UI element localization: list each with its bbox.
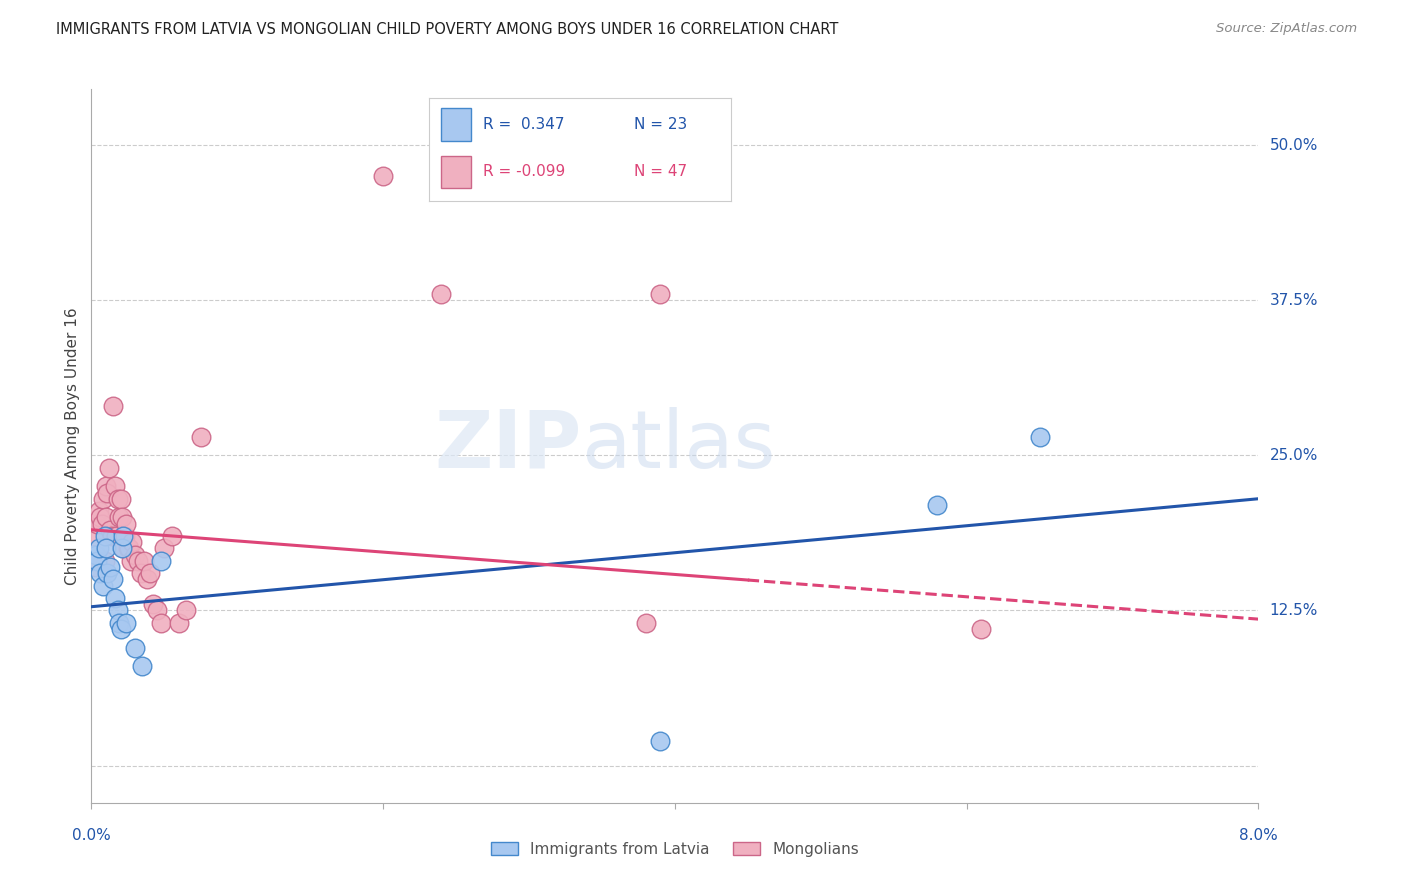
- Point: [117, 541, 139, 556]
- Point: [927, 498, 949, 512]
- Text: 37.5%: 37.5%: [1270, 293, 1317, 308]
- Legend: Immigrants from Latvia, Mongolians: Immigrants from Latvia, Mongolians: [485, 836, 865, 863]
- Point: [108, 615, 131, 630]
- Point: [103, 573, 125, 587]
- Point: [110, 491, 132, 506]
- Point: [89, 566, 111, 581]
- Point: [98, 523, 121, 537]
- Point: [138, 566, 162, 581]
- Point: [1028, 430, 1050, 444]
- Point: [97, 460, 120, 475]
- Point: [112, 529, 135, 543]
- Text: R =  0.347: R = 0.347: [484, 117, 565, 132]
- Y-axis label: Child Poverty Among Boys Under 16: Child Poverty Among Boys Under 16: [65, 307, 80, 585]
- Point: [93, 529, 115, 543]
- Point: [118, 541, 141, 556]
- Point: [650, 733, 672, 747]
- Point: [98, 560, 121, 574]
- Point: [124, 640, 146, 655]
- Point: [131, 659, 153, 673]
- Point: [104, 591, 127, 605]
- Point: [94, 479, 117, 493]
- Point: [91, 491, 114, 506]
- Point: [84, 548, 107, 562]
- Point: [115, 615, 138, 630]
- Point: [91, 579, 114, 593]
- Point: [167, 615, 190, 630]
- Point: [146, 603, 169, 617]
- Point: [87, 504, 110, 518]
- Point: [127, 554, 149, 568]
- Point: [111, 541, 134, 556]
- Point: [86, 554, 108, 568]
- Point: [105, 529, 128, 543]
- Point: [124, 548, 146, 562]
- Text: 12.5%: 12.5%: [1270, 603, 1317, 618]
- Point: [101, 529, 124, 543]
- Point: [190, 430, 212, 444]
- Point: [114, 529, 136, 543]
- Point: [103, 399, 125, 413]
- Text: IMMIGRANTS FROM LATVIA VS MONGOLIAN CHILD POVERTY AMONG BOYS UNDER 16 CORRELATIO: IMMIGRANTS FROM LATVIA VS MONGOLIAN CHIL…: [56, 22, 838, 37]
- Point: [107, 491, 129, 506]
- Point: [104, 479, 127, 493]
- Point: [174, 603, 197, 617]
- Text: atlas: atlas: [582, 407, 776, 485]
- Point: [111, 510, 134, 524]
- Point: [150, 615, 173, 630]
- Point: [89, 510, 111, 524]
- Point: [112, 541, 135, 556]
- Point: [153, 541, 176, 556]
- FancyBboxPatch shape: [441, 155, 471, 188]
- Point: [94, 510, 117, 524]
- Text: Source: ZipAtlas.com: Source: ZipAtlas.com: [1216, 22, 1357, 36]
- Point: [142, 597, 165, 611]
- Point: [86, 516, 108, 531]
- Point: [107, 603, 129, 617]
- Point: [93, 554, 115, 568]
- Point: [90, 516, 112, 531]
- Point: [83, 529, 105, 543]
- Point: [94, 541, 117, 556]
- Text: R = -0.099: R = -0.099: [484, 164, 565, 179]
- Point: [132, 554, 155, 568]
- Text: N = 23: N = 23: [634, 117, 688, 132]
- Point: [650, 287, 672, 301]
- Point: [150, 554, 173, 568]
- Text: 0.0%: 0.0%: [72, 828, 111, 843]
- Point: [115, 516, 138, 531]
- Point: [84, 560, 107, 574]
- Point: [160, 529, 183, 543]
- Point: [371, 169, 394, 183]
- Point: [129, 566, 152, 581]
- Text: ZIP: ZIP: [434, 407, 582, 485]
- Point: [430, 287, 453, 301]
- Text: 8.0%: 8.0%: [1239, 828, 1278, 843]
- Point: [120, 554, 142, 568]
- Point: [110, 622, 132, 636]
- Point: [970, 622, 993, 636]
- Point: [108, 510, 131, 524]
- Text: N = 47: N = 47: [634, 164, 688, 179]
- FancyBboxPatch shape: [441, 109, 471, 141]
- Text: 50.0%: 50.0%: [1270, 137, 1317, 153]
- Point: [634, 615, 657, 630]
- Point: [135, 573, 157, 587]
- Point: [87, 541, 110, 556]
- Text: 25.0%: 25.0%: [1270, 448, 1317, 463]
- Point: [121, 535, 143, 549]
- Point: [96, 566, 118, 581]
- Point: [96, 485, 118, 500]
